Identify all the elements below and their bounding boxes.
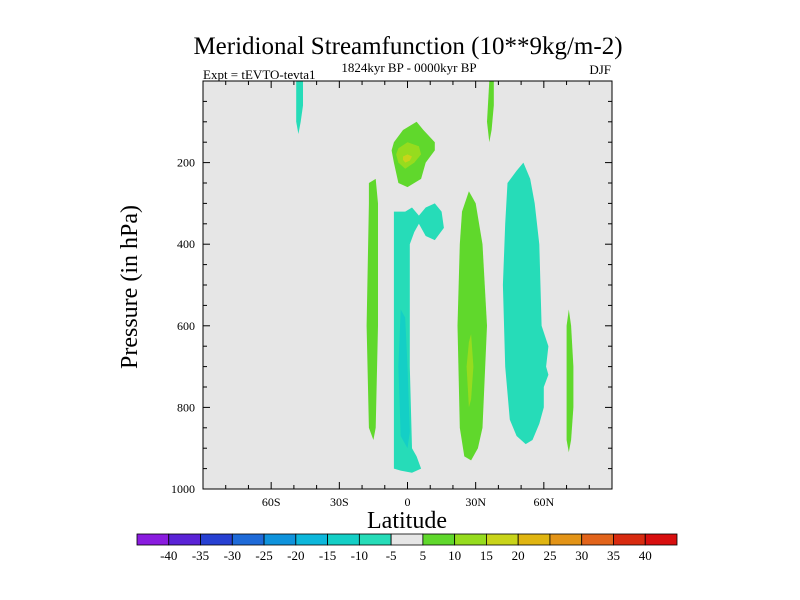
y-axis-label: Pressure (in hPa) — [117, 205, 143, 369]
contour-pos-5-to-10-northern-column — [457, 191, 487, 461]
x-tick-label: 30N — [465, 495, 486, 509]
contour-pos-5-to-10-northern-upper — [487, 81, 494, 143]
colorbar-swatch — [136, 533, 170, 546]
colorbar-level-label: 10 — [448, 548, 461, 563]
colorbar-level-label: -40 — [160, 548, 177, 563]
colorbar-swatch — [327, 533, 360, 546]
colorbar-swatch — [168, 533, 201, 546]
colorbar-level-label: 25 — [543, 548, 556, 563]
colorbar-level-label: -30 — [224, 548, 241, 563]
axis-ticks: 60S 30S 0 30N 60N 200 400 600 800 1000 — [171, 80, 613, 509]
colorbar-level-label: -35 — [192, 548, 209, 563]
chart-title: Meridional Streamfunction (10**9kg/m-2) — [193, 33, 622, 60]
colorbar-level-label: 20 — [512, 548, 525, 563]
y-tick-label: 600 — [177, 319, 195, 333]
y-tick-label: 1000 — [171, 482, 195, 496]
x-tick-label: 60N — [533, 495, 554, 509]
colorbar-swatch — [231, 533, 265, 546]
colorbar-level-label: 15 — [480, 548, 493, 563]
contour-neg-10-to-15-equatorial-core — [398, 309, 410, 449]
colorbar-swatch — [549, 533, 583, 546]
colorbar-level-label: -15 — [319, 548, 336, 563]
chart-subtitle: 1824kyr BP - 0000kyr BP — [341, 60, 476, 75]
contour-neg-5-to-10-southern-upper — [296, 81, 303, 134]
colorbar-swatch — [263, 533, 297, 546]
colorbar-level-label: 30 — [575, 548, 588, 563]
x-tick-label: 60S — [262, 495, 281, 509]
x-tick-label: 30S — [330, 495, 349, 509]
y-tick-label: 800 — [177, 400, 195, 414]
colorbar-level-label: 5 — [420, 548, 427, 563]
colorbar-swatch — [390, 533, 424, 546]
colorbar-swatch — [454, 533, 487, 546]
contour-pos-5-to-10-far-northern-sliver — [566, 309, 574, 453]
y-tick-label: 200 — [177, 156, 195, 170]
colorbar-level-label: -5 — [386, 548, 397, 563]
colorbar-swatch — [644, 533, 678, 546]
season-label: DJF — [589, 62, 611, 77]
contour-pos-15-to-20-upper-center — [403, 154, 412, 163]
contour-pos-10-to-15-northern-core — [466, 334, 474, 408]
experiment-label: Expt = tEVTO-tevta1 — [203, 67, 316, 82]
colorbar-swatch — [422, 533, 456, 546]
contour-regions — [296, 81, 574, 473]
x-axis-label: Latitude — [367, 508, 447, 534]
colorbar-swatch — [295, 533, 328, 546]
colorbar-swatch — [613, 533, 646, 546]
colorbar-swatch — [581, 533, 614, 546]
colorbar-swatch — [358, 533, 392, 546]
colorbar-swatch — [486, 533, 519, 546]
colorbar-level-label: -10 — [351, 548, 368, 563]
x-tick-label: 0 — [405, 495, 411, 509]
colorbar-level-label: -20 — [287, 548, 304, 563]
y-tick-label: 400 — [177, 237, 195, 251]
contour-pos-5-to-10-southern-column — [366, 178, 378, 440]
colorbar-level-label: 40 — [639, 548, 652, 563]
colorbar-swatch — [200, 533, 233, 546]
colorbar: -40 -35 -30 -25 -20 -15 -10 -5 5 10 15 20 25 30 35 40 — [136, 533, 678, 563]
colorbar-level-label: -25 — [255, 548, 272, 563]
contour-neg-5-to-10-northern-column — [502, 162, 549, 445]
colorbar-level-label: 35 — [607, 548, 620, 563]
colorbar-swatch — [517, 533, 551, 546]
